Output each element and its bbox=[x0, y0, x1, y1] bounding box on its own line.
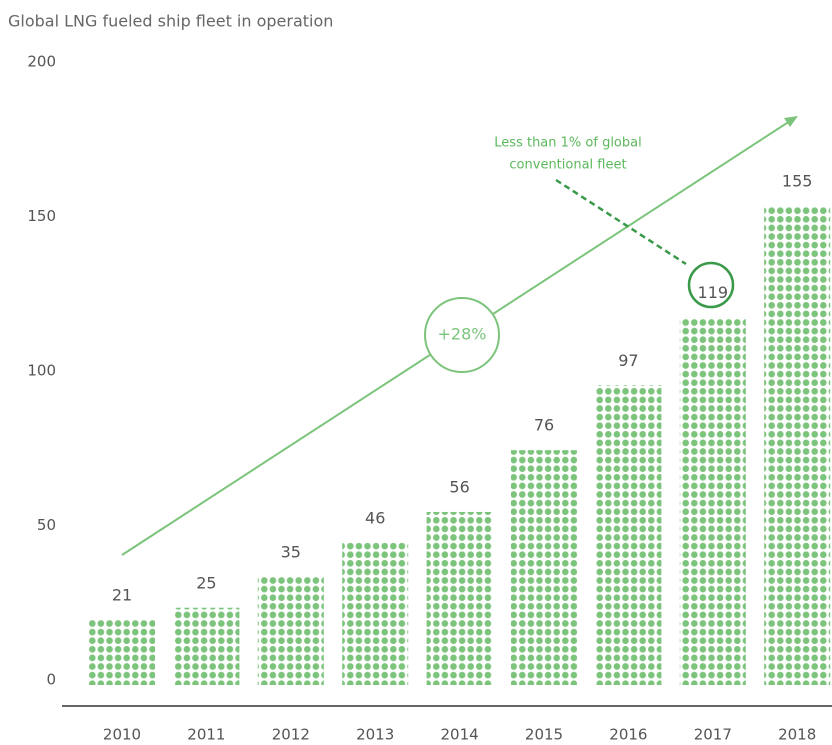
bar bbox=[257, 576, 324, 685]
bar bbox=[173, 607, 240, 685]
x-tick-label: 2018 bbox=[778, 726, 816, 744]
arrow-head bbox=[784, 116, 798, 127]
value-label: 35 bbox=[281, 542, 301, 561]
x-tick-label: 2015 bbox=[525, 726, 563, 744]
bar bbox=[342, 542, 409, 685]
value-label: 119 bbox=[698, 283, 729, 302]
value-label: 21 bbox=[112, 586, 132, 605]
y-tick-label: 0 bbox=[46, 671, 56, 689]
growth-circle bbox=[424, 297, 500, 373]
value-label: 97 bbox=[618, 351, 638, 370]
value-label: 56 bbox=[449, 477, 469, 496]
x-tick-label: 2014 bbox=[441, 726, 479, 744]
growth-label: +28% bbox=[438, 325, 487, 344]
value-label: 76 bbox=[534, 416, 554, 435]
bar bbox=[89, 620, 155, 685]
y-tick-label: 150 bbox=[27, 207, 56, 225]
bar bbox=[595, 385, 662, 685]
bar bbox=[764, 206, 831, 686]
bar bbox=[679, 317, 746, 685]
y-tick-label: 200 bbox=[27, 53, 56, 71]
annotation: Less than 1% of global bbox=[494, 136, 641, 151]
value-label: 25 bbox=[196, 573, 216, 592]
bar bbox=[426, 511, 493, 685]
chart-title: Global LNG fueled ship fleet in operatio… bbox=[8, 12, 333, 31]
y-tick-label: 50 bbox=[37, 516, 56, 534]
highlight-circle bbox=[687, 261, 735, 309]
y-tick-label: 100 bbox=[27, 362, 56, 380]
annotation: conventional fleet bbox=[509, 158, 626, 173]
annotation-pointer bbox=[555, 178, 687, 266]
x-tick-label: 2011 bbox=[187, 726, 225, 744]
x-tick-label: 2010 bbox=[103, 726, 141, 744]
value-label: 46 bbox=[365, 508, 385, 527]
x-tick-label: 2013 bbox=[356, 726, 394, 744]
value-label: 155 bbox=[782, 172, 813, 191]
bar bbox=[511, 450, 577, 685]
x-tick-label: 2017 bbox=[694, 726, 732, 744]
x-tick-label: 2012 bbox=[272, 726, 310, 744]
x-tick-label: 2016 bbox=[609, 726, 647, 744]
